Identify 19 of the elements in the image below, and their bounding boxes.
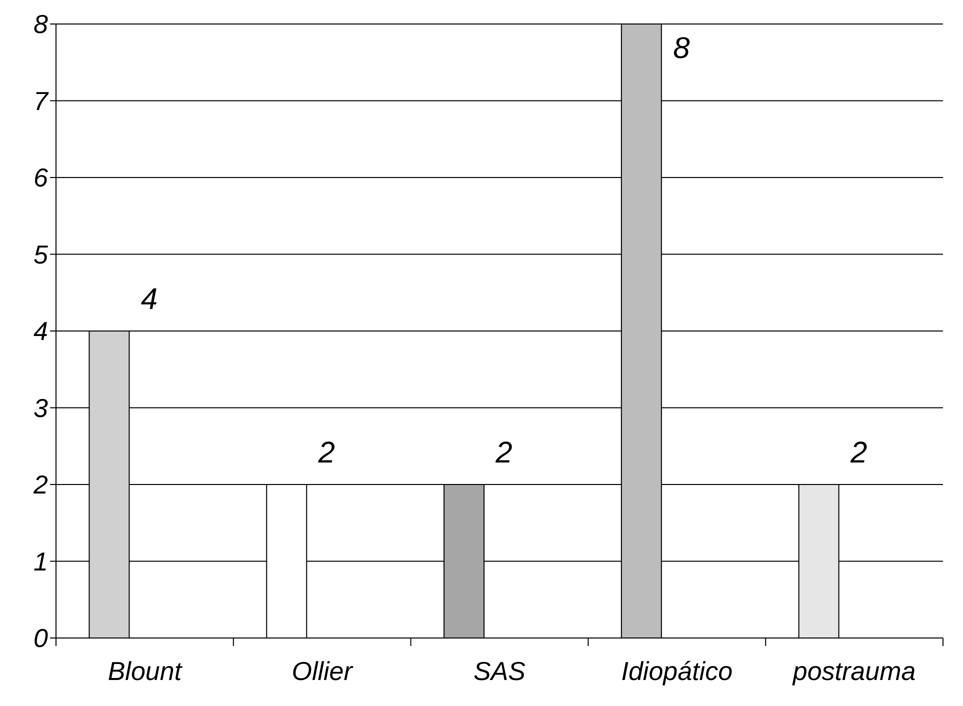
x-tick-label: Blount bbox=[108, 656, 184, 686]
data-label: 8 bbox=[673, 32, 690, 65]
y-tick-label: 5 bbox=[34, 239, 49, 270]
x-tick-label: SAS bbox=[473, 656, 526, 686]
y-tick-label: 8 bbox=[34, 9, 49, 40]
data-label: 2 bbox=[317, 436, 336, 470]
x-tick-label: postrauma bbox=[792, 656, 916, 686]
data-label: 4 bbox=[140, 283, 158, 316]
data-label: 2 bbox=[849, 436, 868, 470]
y-tick-label: 4 bbox=[34, 316, 48, 346]
y-tick-label: 7 bbox=[34, 86, 50, 116]
x-tick-label: Ollier bbox=[292, 656, 354, 686]
data-label: 2 bbox=[494, 436, 513, 470]
y-tick-label: 0 bbox=[34, 623, 49, 654]
y-tick-label: 3 bbox=[34, 392, 49, 423]
y-tick-label: 1 bbox=[34, 546, 48, 576]
y-tick-label: 6 bbox=[34, 162, 49, 193]
y-tick-label: 2 bbox=[32, 470, 49, 500]
x-tick-label: Idiopático bbox=[621, 656, 733, 686]
